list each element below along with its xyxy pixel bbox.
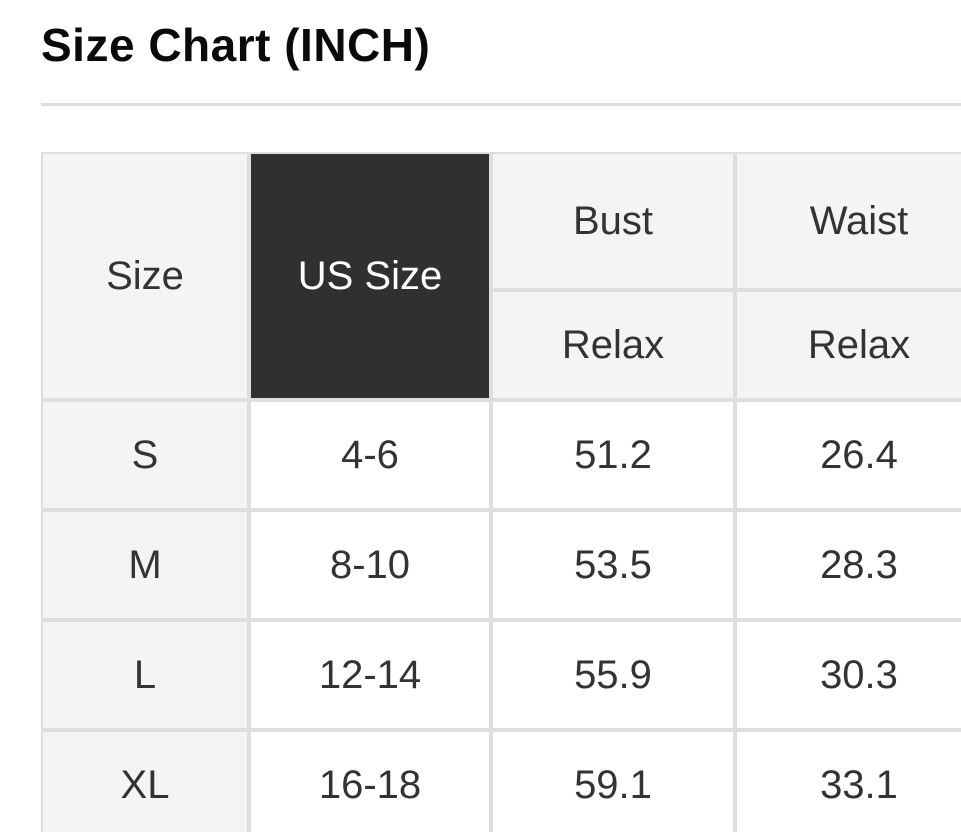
table-header: Size US Size Bust Waist Relax Relax [41, 152, 961, 400]
waist-cell: 30.3 [735, 620, 961, 730]
table-row-l: L 12-14 55.9 30.3 [41, 620, 961, 730]
bust-cell: 55.9 [491, 620, 735, 730]
table-row-s: S 4-6 51.2 26.4 [41, 400, 961, 510]
us-size-cell: 16-18 [249, 730, 491, 832]
header-cell-bust: Bust [491, 152, 735, 290]
header-row-main: Size US Size Bust Waist [41, 152, 961, 400]
table-row-xl: XL 16-18 59.1 33.1 [41, 730, 961, 832]
waist-cell: 28.3 [735, 510, 961, 620]
header-row-sub: Relax Relax [41, 290, 961, 400]
bust-cell: 51.2 [491, 400, 735, 510]
bust-cell: 59.1 [491, 730, 735, 832]
table-row-m: M 8-10 53.5 28.3 [41, 510, 961, 620]
page-title: Size Chart (INCH) [41, 19, 431, 71]
size-cell: S [41, 400, 249, 510]
us-size-cell: 8-10 [249, 510, 491, 620]
subheader-cell-bust-relax: Relax [491, 290, 735, 400]
size-cell: M [41, 510, 249, 620]
us-size-cell: 12-14 [249, 620, 491, 730]
header-cell-waist: Waist [735, 152, 961, 290]
table-body: S 4-6 51.2 26.4 M 8-10 53.5 28.3 L 12-14… [41, 400, 961, 832]
size-cell: XL [41, 730, 249, 832]
size-cell: L [41, 620, 249, 730]
waist-cell: 26.4 [735, 400, 961, 510]
size-chart-table: Size US Size Bust Waist Relax Relax S 4-… [41, 152, 961, 832]
waist-cell: 33.1 [735, 730, 961, 832]
bust-cell: 53.5 [491, 510, 735, 620]
subheader-cell-waist-relax: Relax [735, 290, 961, 400]
header-cell-us-size: US Size [249, 152, 491, 400]
header-cell-size: Size [41, 152, 249, 400]
title-divider [41, 103, 961, 106]
us-size-cell: 4-6 [249, 400, 491, 510]
